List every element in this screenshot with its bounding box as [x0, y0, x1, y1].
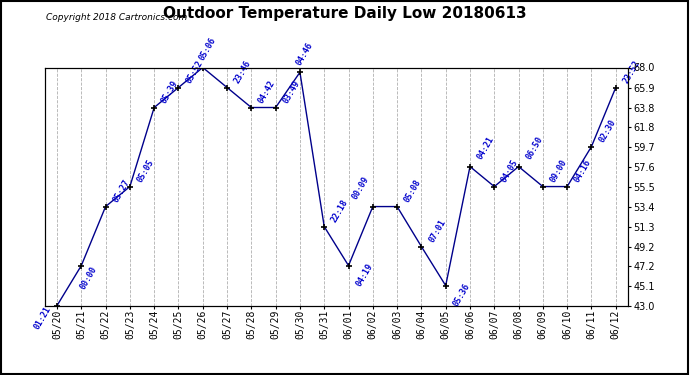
Text: 04:21: 04:21 [475, 135, 496, 161]
Text: 06:50: 06:50 [524, 135, 544, 161]
Text: 05:36: 05:36 [451, 282, 471, 308]
Text: 05:08: 05:08 [403, 178, 423, 204]
Text: 04:05: 04:05 [500, 158, 520, 184]
Text: 23:52: 23:52 [621, 58, 642, 85]
Text: 23:46: 23:46 [233, 58, 253, 85]
Text: 05:05: 05:05 [135, 158, 156, 184]
Text: Outdoor Temperature Daily Low 20180613: Outdoor Temperature Daily Low 20180613 [164, 6, 526, 21]
Text: 00:09: 00:09 [351, 175, 371, 201]
Text: 07:01: 07:01 [427, 217, 447, 244]
Text: 05:52: 05:52 [184, 58, 204, 85]
Text: 05:39: 05:39 [159, 79, 180, 105]
Text: 04:19: 04:19 [354, 262, 375, 288]
Text: 03:49: 03:49 [282, 79, 302, 105]
Text: 22:18: 22:18 [330, 198, 350, 224]
Text: 09:00: 09:00 [549, 158, 569, 184]
Text: Copyright 2018 Cartronics.com: Copyright 2018 Cartronics.com [46, 13, 188, 22]
Text: Temperature (°F): Temperature (°F) [504, 38, 604, 48]
Text: 04:42: 04:42 [257, 79, 277, 105]
Text: 04:46: 04:46 [295, 40, 315, 67]
Text: 05:06: 05:06 [197, 36, 217, 62]
Text: 01:21: 01:21 [32, 304, 52, 331]
Text: 00:00: 00:00 [79, 264, 99, 291]
Text: 04:16: 04:16 [573, 158, 593, 184]
Text: 02:30: 02:30 [597, 118, 618, 144]
Text: 05:27: 05:27 [111, 178, 131, 204]
